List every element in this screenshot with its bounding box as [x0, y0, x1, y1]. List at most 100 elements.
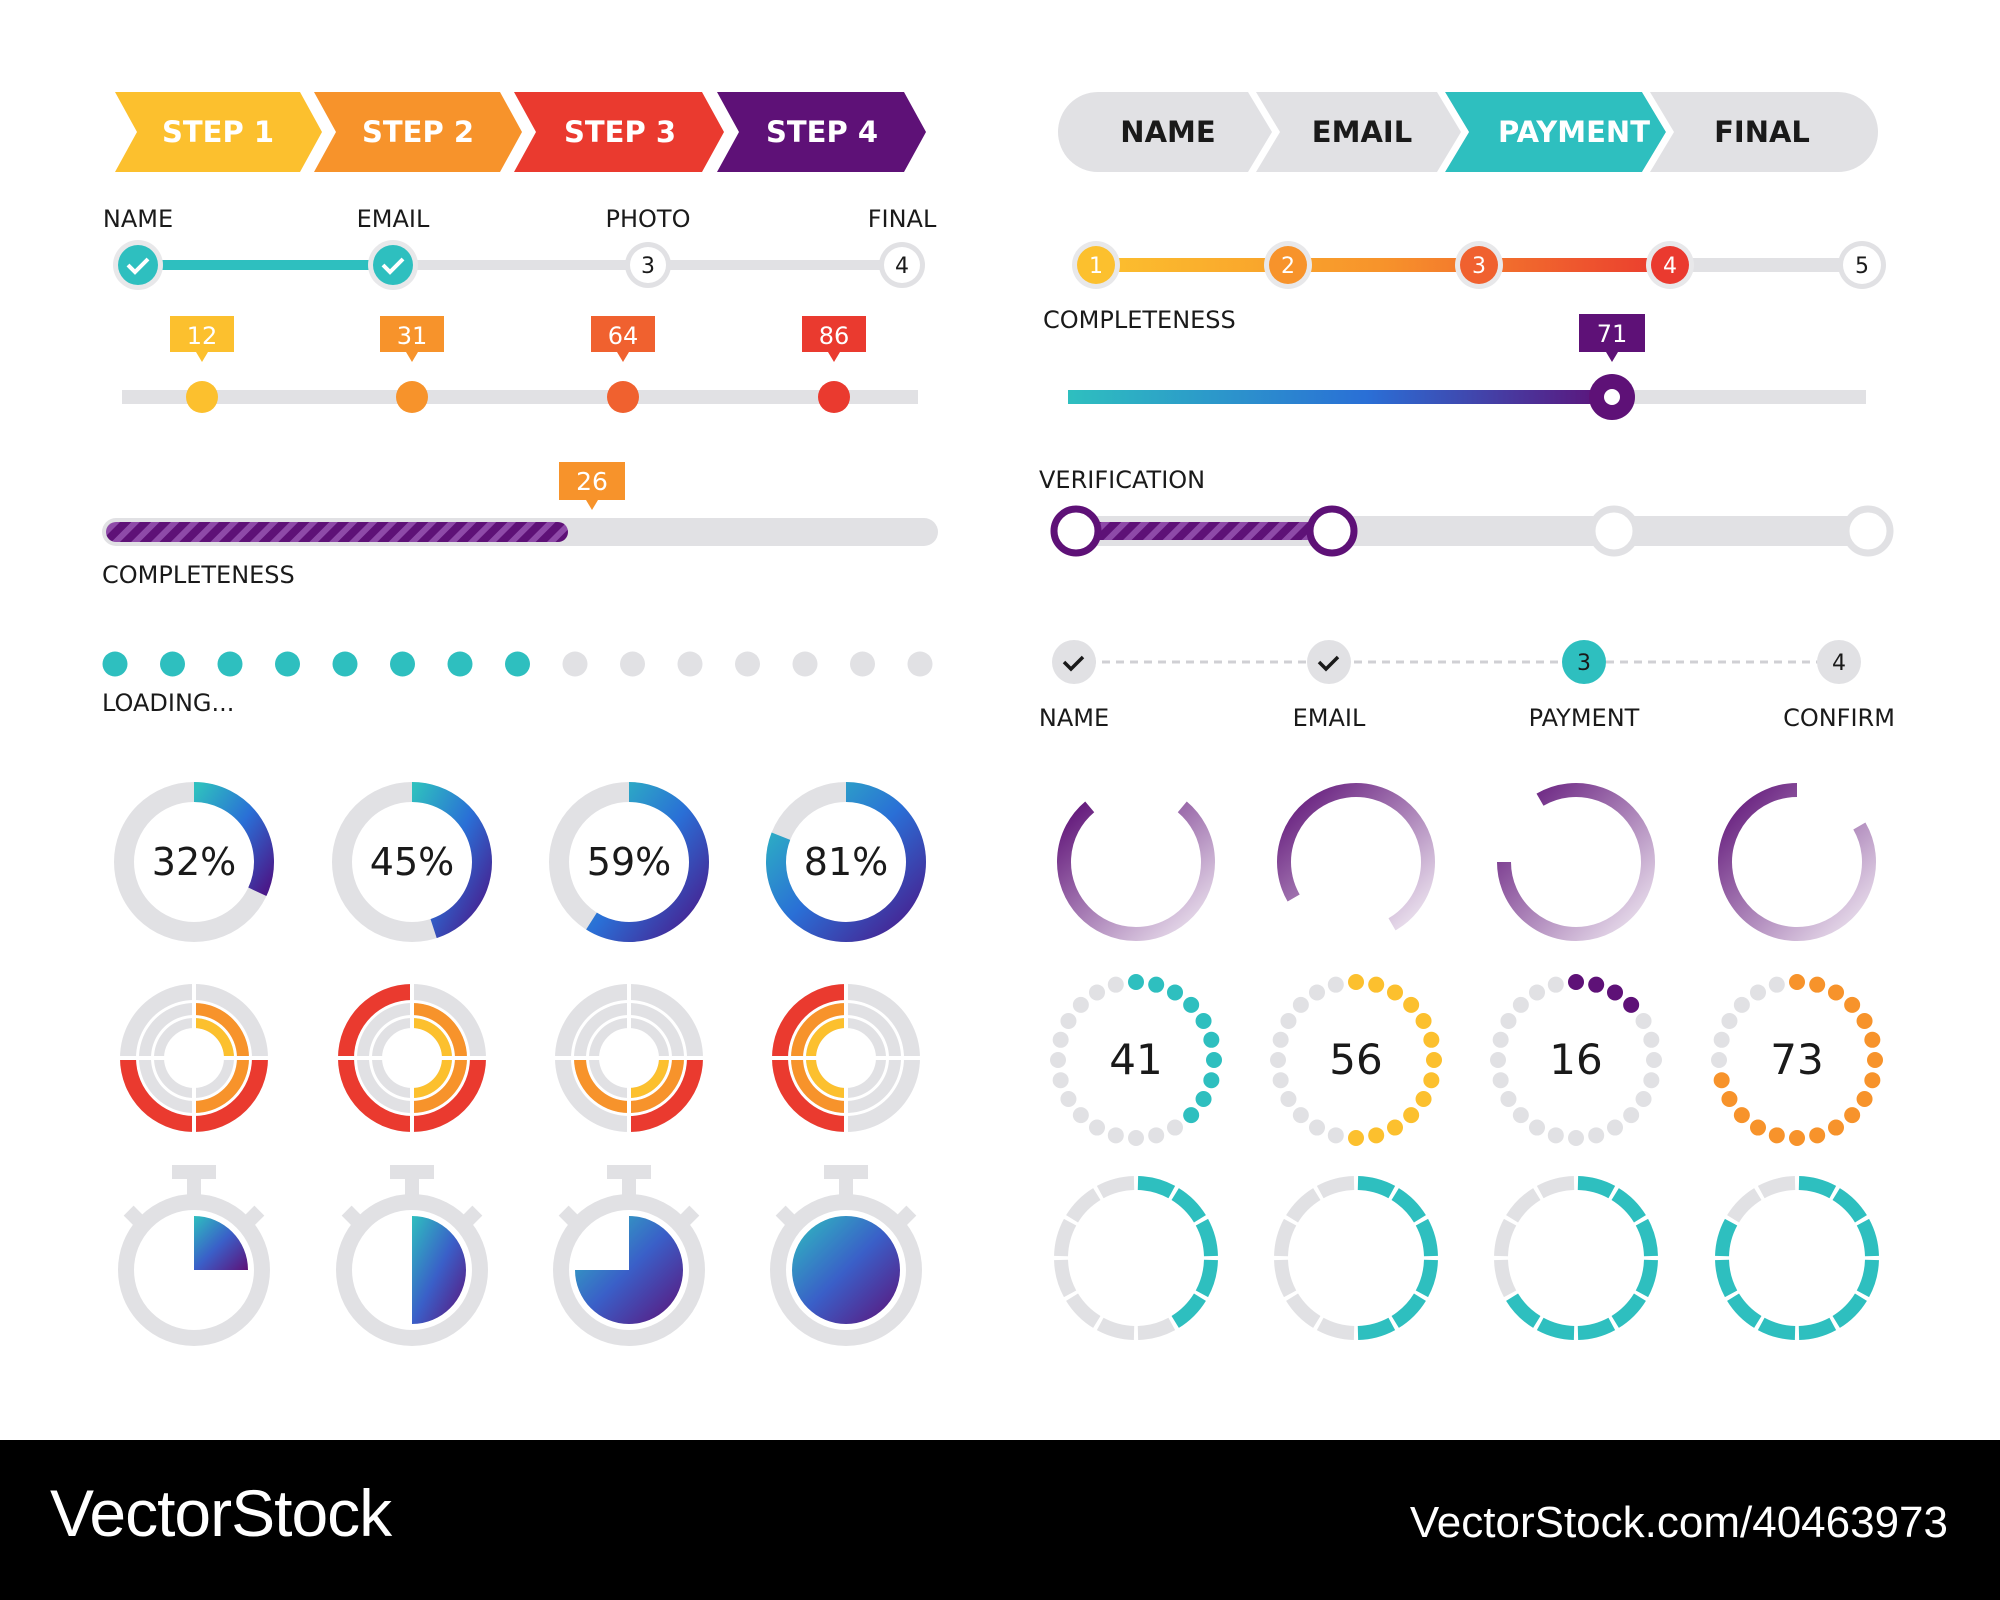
marker-value: 64: [608, 322, 639, 350]
percent-ring-arc: [766, 782, 926, 942]
numbered-stepper: 1 2 3 4 5: [1072, 241, 1886, 289]
loading-dot: [102, 651, 128, 677]
pill-step-email[interactable]: EMAIL: [1312, 115, 1412, 149]
verification-node-2[interactable]: [1306, 505, 1358, 557]
stepper-label: EMAIL: [357, 205, 430, 233]
dot-ring-dot: [1844, 996, 1861, 1013]
stopwatch-body: [770, 1194, 922, 1346]
verification-node-4[interactable]: [1842, 505, 1894, 557]
dot-ring-dot: [1492, 1031, 1509, 1048]
dot-ring-dot: [1183, 1107, 1200, 1124]
marker-31[interactable]: 31: [380, 316, 444, 413]
spinner-arc: [1718, 783, 1876, 941]
segment-ring-piece: [1506, 1293, 1541, 1328]
segment-ring-piece: [1357, 1176, 1396, 1199]
segment-ring-piece: [1137, 1176, 1176, 1199]
dot-ring-dot: [1072, 996, 1089, 1013]
step-node-1[interactable]: [113, 240, 163, 290]
checkout-node-1[interactable]: [1052, 640, 1096, 684]
value-markers: 12 31 64 86: [122, 316, 918, 413]
arrow-step-4[interactable]: STEP 4: [717, 92, 926, 172]
checkout-label: NAME: [1039, 704, 1109, 732]
footer-banner: [0, 1440, 2000, 1600]
slider-handle[interactable]: [1589, 374, 1635, 420]
dot-ring-value: 56: [1329, 1035, 1382, 1084]
segment-ring-piece: [1715, 1218, 1738, 1257]
segment-ring-piece: [1536, 1317, 1575, 1340]
checkout-node-4[interactable]: 4: [1817, 640, 1861, 684]
marker-12[interactable]: 12: [170, 316, 234, 413]
dot-ring-dot: [1492, 1072, 1509, 1089]
checkout-node-3[interactable]: 3: [1562, 640, 1606, 684]
radial-layer-fill: [412, 1018, 452, 1098]
segment-ring-piece: [1391, 1188, 1426, 1223]
stepper-label: FINAL: [868, 205, 937, 233]
radial-layer-chart: [549, 978, 709, 1138]
step-node-4[interactable]: 4: [879, 242, 925, 288]
loading-dot: [505, 651, 530, 677]
loading-dot: [217, 651, 243, 677]
loading-dot: [160, 651, 185, 677]
dot-ring-dot: [1500, 1013, 1517, 1029]
marker-64[interactable]: 64: [591, 316, 655, 413]
segment-ring-piece: [1316, 1317, 1355, 1340]
marker-86[interactable]: 86: [802, 316, 866, 413]
dot-ring-dot: [1415, 1091, 1432, 1107]
stopwatch-body: [553, 1194, 705, 1346]
numbered-node-1[interactable]: 1: [1072, 241, 1120, 289]
numbered-node-2[interactable]: 2: [1264, 241, 1312, 289]
percent-ring-arc: [193, 782, 274, 897]
stopwatch-crown: [390, 1165, 434, 1179]
segment-ring-piece: [1195, 1259, 1218, 1298]
arrow-step-3[interactable]: STEP 3: [514, 92, 724, 172]
numbered-node-5[interactable]: 5: [1838, 241, 1886, 289]
segment-ring-piece: [1391, 1293, 1426, 1328]
dot-ring-dot: [1768, 976, 1785, 993]
segment-ring-piece: [1832, 1293, 1867, 1328]
dot-ring-dot: [1089, 984, 1105, 1001]
segment-ring-piece: [1494, 1259, 1517, 1298]
dot-ring-dot: [1203, 1031, 1220, 1048]
check-icon: [126, 257, 150, 275]
pill-step-name[interactable]: NAME: [1120, 115, 1215, 149]
loading-dot: [620, 651, 645, 677]
segment-ring: [1494, 1176, 1658, 1340]
percent-ring: 45%: [332, 782, 492, 942]
numbered-node-4[interactable]: 4: [1646, 241, 1694, 289]
radial-layer-fill: [772, 984, 846, 1132]
arrow-step-1[interactable]: STEP 1: [115, 92, 322, 172]
segment-ring-piece: [1415, 1218, 1438, 1257]
segment-ring-piece: [1195, 1218, 1218, 1257]
dot-ring-dot: [1733, 996, 1750, 1013]
dot-ring-dot: [1423, 1072, 1440, 1089]
segment-ring-piece: [1357, 1317, 1396, 1340]
spinner-arc-stroke: [1277, 783, 1435, 931]
arrow-step-2[interactable]: STEP 2: [314, 92, 522, 172]
pill-step-final[interactable]: FINAL: [1714, 115, 1810, 149]
numbered-node-3[interactable]: 3: [1455, 241, 1503, 289]
segment-ring: [1274, 1176, 1438, 1340]
percent-ring: 81%: [766, 782, 926, 942]
dot-ring-dot: [1089, 1119, 1105, 1136]
pill-step-label: EMAIL: [1312, 115, 1412, 149]
verification-node-1[interactable]: [1050, 505, 1102, 557]
verification-node-3[interactable]: [1588, 505, 1640, 557]
dot-ring-dot: [1052, 1031, 1069, 1048]
dot-ring-dot: [1387, 1119, 1403, 1136]
dot-ring-dot: [1809, 1127, 1826, 1144]
segment-ring-piece: [1096, 1317, 1135, 1340]
spinner-arc: [1057, 801, 1215, 941]
step-node-3[interactable]: 3: [625, 242, 671, 288]
loading-dot: [390, 651, 415, 677]
segment-ring-piece: [1494, 1218, 1517, 1257]
arrow-steps: STEP 1 STEP 2 STEP 3 STEP 4: [115, 92, 926, 172]
percent-ring-arc: [411, 782, 492, 939]
segment-ring-piece: [1727, 1188, 1762, 1223]
markers-track: [122, 390, 918, 404]
verification-label: VERIFICATION: [1039, 466, 1205, 494]
pill-step-payment[interactable]: PAYMENT: [1498, 115, 1650, 149]
dot-ring-dot: [1828, 1119, 1844, 1136]
step-node-2[interactable]: [368, 240, 418, 290]
checkout-node-2[interactable]: [1307, 640, 1351, 684]
dot-ring-dot: [1568, 974, 1584, 990]
